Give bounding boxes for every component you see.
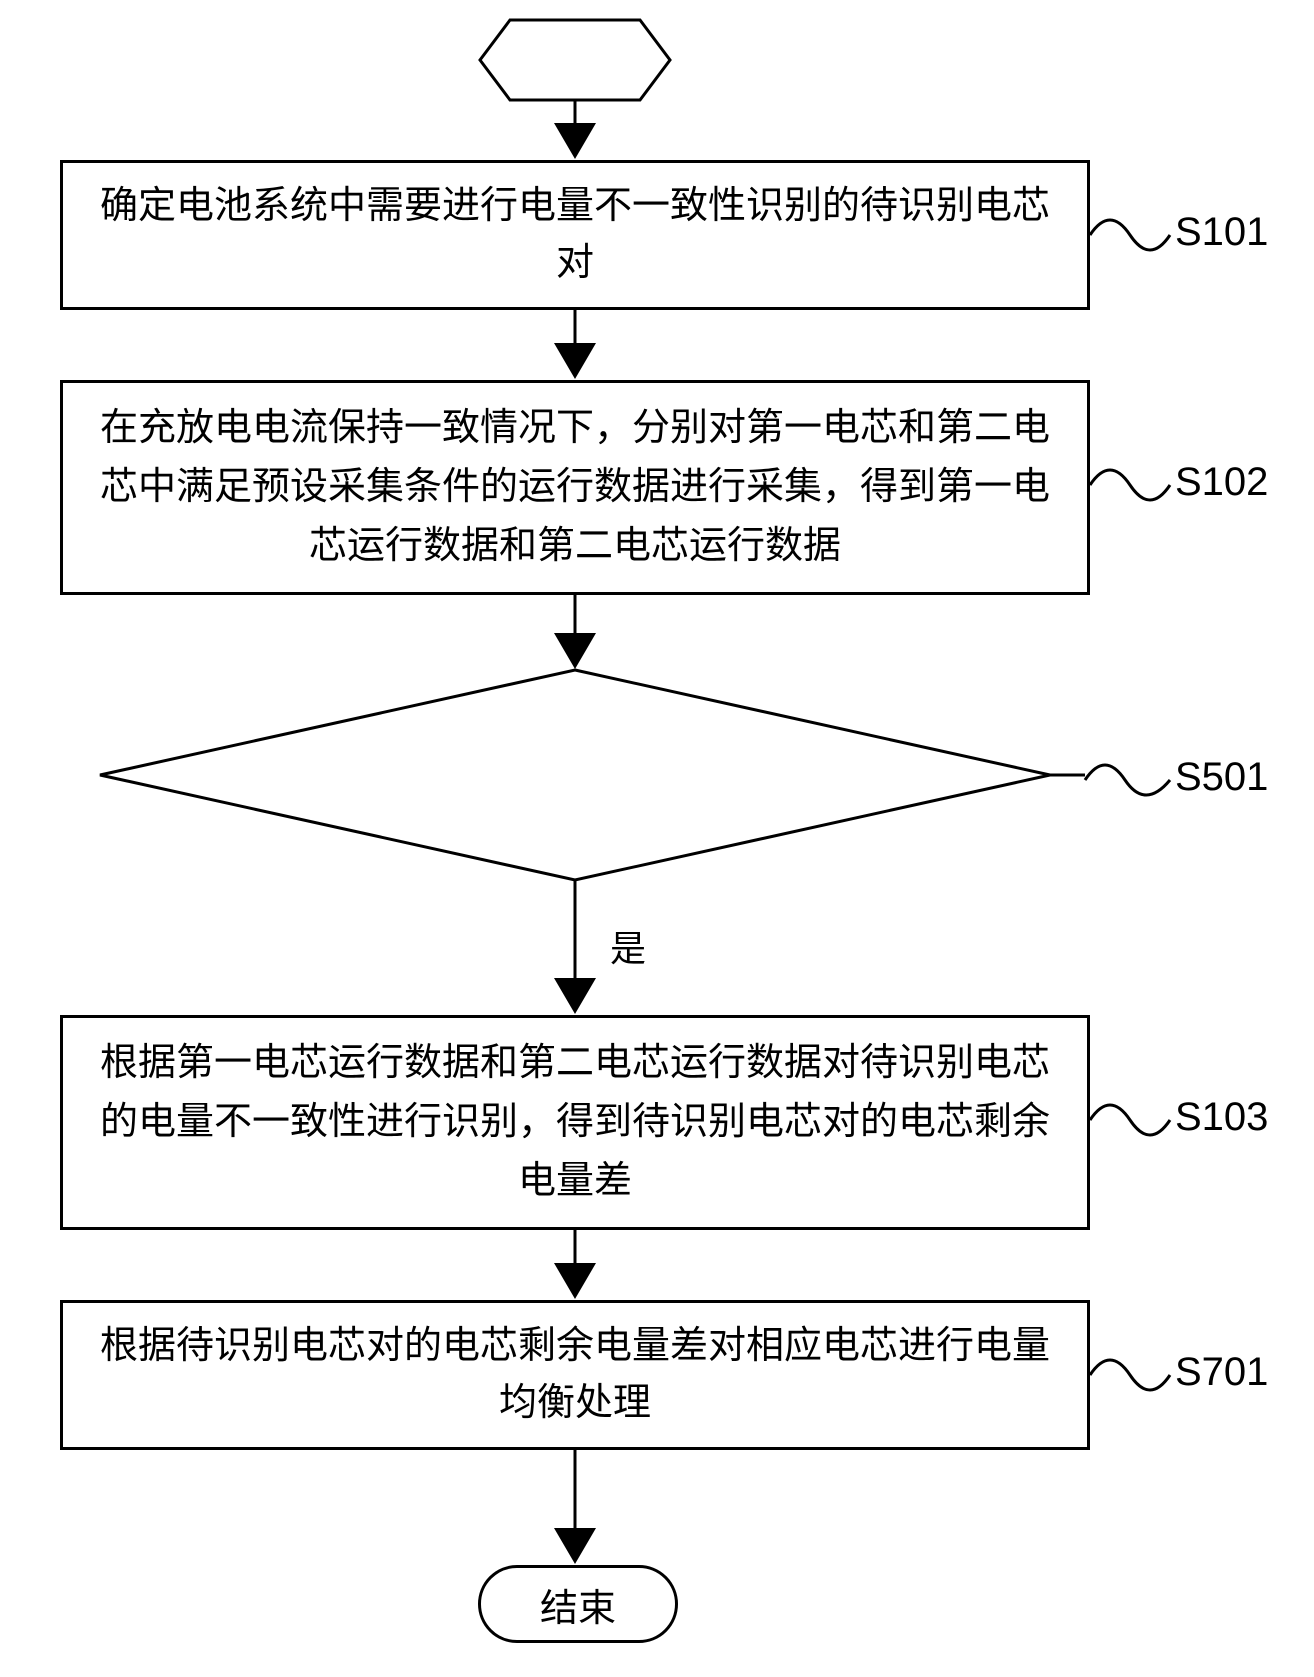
process-s101: 确定电池系统中需要进行电量不一致性识别的待识别电芯对 — [60, 160, 1090, 310]
process-s103: 根据第一电芯运行数据和第二电芯运行数据对待识别电芯的电量不一致性进行识别，得到待… — [60, 1015, 1090, 1230]
decision-s501-line1: 判断第一目标电芯和 — [404, 716, 746, 775]
end-terminal: 结束 — [478, 1565, 678, 1643]
start-terminal-text: 开始 — [537, 33, 613, 88]
edge-label-yes: 是 — [610, 920, 646, 972]
decision-s501: 判断第一目标电芯和 第二目标电芯的额定容量是否一致 — [100, 705, 1050, 845]
tilde-s501 — [1050, 765, 1170, 795]
label-s102: S102 — [1175, 460, 1268, 505]
process-s701-text: 根据待识别电芯对的电芯剩余电量差对相应电芯进行电量均衡处理 — [93, 1318, 1057, 1432]
tilde-s102 — [1090, 470, 1170, 500]
process-s102-text: 在充放电电流保持一致情况下，分别对第一电芯和第二电芯中满足预设采集条件的运行数据… — [93, 399, 1057, 576]
tilde-s103 — [1090, 1105, 1170, 1135]
process-s701: 根据待识别电芯对的电芯剩余电量差对相应电芯进行电量均衡处理 — [60, 1300, 1090, 1450]
process-s101-text: 确定电池系统中需要进行电量不一致性识别的待识别电芯对 — [93, 178, 1057, 292]
flowchart-canvas: 确定电池系统中需要进行电量不一致性识别的待识别电芯对 在充放电电流保持一致情况下… — [0, 0, 1314, 1677]
end-terminal-text: 结束 — [540, 1577, 616, 1632]
label-s101: S101 — [1175, 210, 1268, 255]
process-s103-text: 根据第一电芯运行数据和第二电芯运行数据对待识别电芯的电量不一致性进行识别，得到待… — [93, 1034, 1057, 1211]
label-s501: S501 — [1175, 755, 1268, 800]
tilde-s101 — [1090, 220, 1170, 250]
label-s103: S103 — [1175, 1095, 1268, 1140]
label-s701: S701 — [1175, 1350, 1268, 1395]
tilde-s701 — [1090, 1360, 1170, 1390]
start-terminal-text-wrap: 开始 — [480, 20, 670, 100]
decision-s501-line2: 第二目标电芯的额定容量是否一致 — [290, 775, 860, 834]
process-s102: 在充放电电流保持一致情况下，分别对第一电芯和第二电芯中满足预设采集条件的运行数据… — [60, 380, 1090, 595]
